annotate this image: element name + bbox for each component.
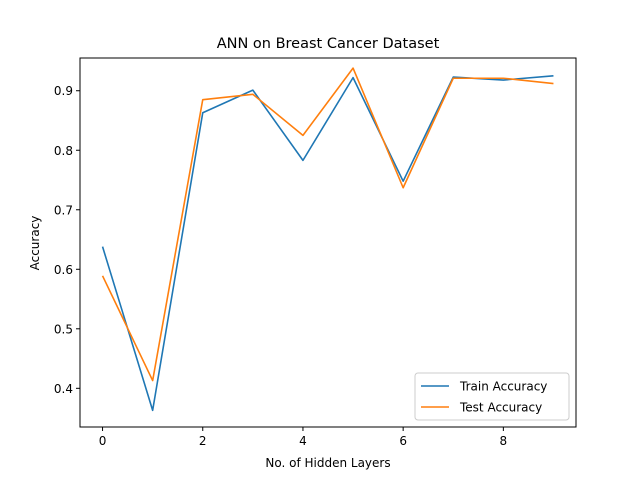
- x-tick-label: 4: [299, 434, 307, 448]
- legend-label-2: Test Accuracy: [459, 401, 542, 415]
- plot-frame: [79, 57, 577, 428]
- y-tick-label: 0.9: [54, 84, 73, 98]
- series-line-2: [101, 67, 554, 382]
- y-tick-label: 0.7: [54, 203, 73, 217]
- chart-title: ANN on Breast Cancer Dataset: [217, 36, 440, 52]
- y-axis-label: Accuracy: [28, 216, 42, 271]
- y-tick-label: 0.5: [54, 322, 73, 336]
- y-tick-label: 0.6: [54, 263, 73, 277]
- legend-label-1: Train Accuracy: [459, 380, 547, 394]
- ticks-layer: 0 2 4 6 8 0.4 0.5 0.6 0.7 0.8 0.9: [54, 84, 507, 448]
- y-tick-label: 0.4: [54, 382, 73, 396]
- legend: Train Accuracy Test Accuracy: [414, 372, 570, 421]
- x-tick-label: 2: [199, 434, 207, 448]
- x-axis-label: No. of Hidden Layers: [265, 456, 390, 470]
- legend-box: [414, 372, 570, 421]
- x-tick-label: 8: [500, 434, 508, 448]
- series-layer: [101, 67, 554, 412]
- x-tick-label: 0: [99, 434, 107, 448]
- y-tick-label: 0.8: [54, 144, 73, 158]
- x-tick-label: 6: [399, 434, 407, 448]
